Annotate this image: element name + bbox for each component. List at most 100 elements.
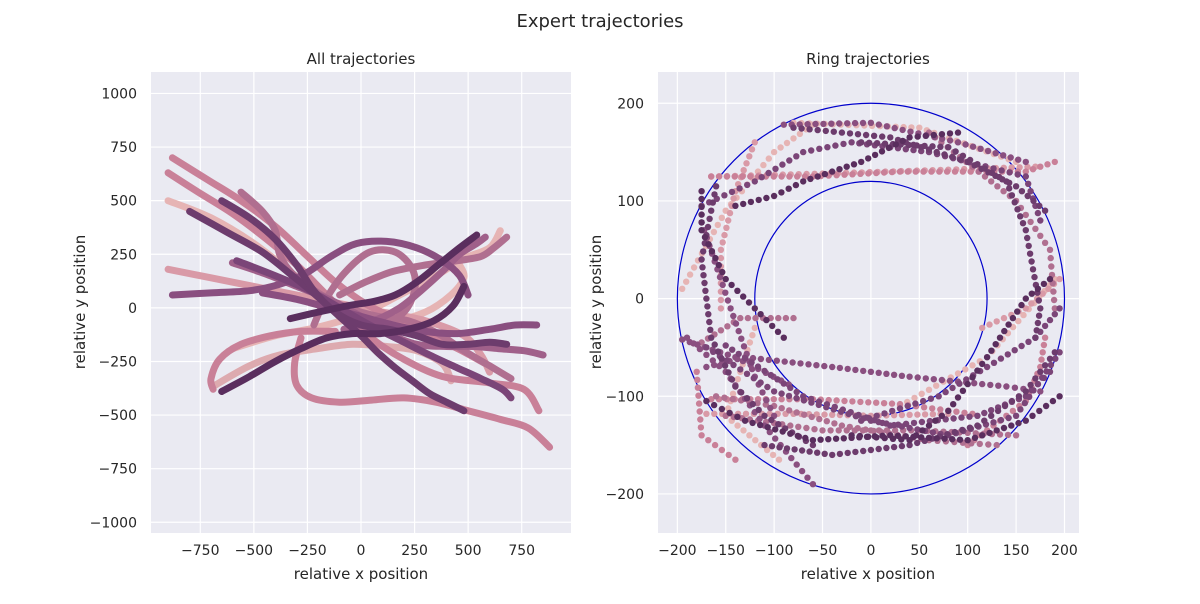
trajectory-point: [1037, 368, 1044, 375]
trajectory-point: [896, 405, 904, 412]
trajectory-point: [779, 428, 786, 435]
trajectory-point: [1045, 285, 1052, 292]
trajectory-point: [906, 373, 913, 380]
trajectory-point: [780, 334, 787, 341]
trajectory-point: [1036, 407, 1043, 415]
trajectory-point: [832, 435, 840, 442]
trajectory-point: [833, 397, 840, 404]
trajectory-point: [873, 399, 880, 406]
right-y-tick-label: −100: [606, 389, 644, 405]
trajectory-point: [896, 168, 904, 175]
trajectory-point: [734, 376, 741, 383]
trajectory-point: [734, 413, 741, 420]
trajectory-point: [765, 169, 772, 177]
trajectory-point: [695, 400, 703, 407]
trajectory-point: [848, 139, 855, 146]
trajectory-point: [873, 412, 880, 419]
trajectory-point: [1014, 171, 1021, 178]
trajectory-point: [846, 423, 853, 431]
trajectory-point: [749, 332, 756, 339]
trajectory-point: [904, 168, 911, 175]
trajectory-point: [746, 153, 753, 160]
trajectory-point: [708, 396, 715, 403]
trajectory-point: [1044, 161, 1051, 168]
trajectory-point: [814, 449, 821, 456]
trajectory-point: [1056, 349, 1063, 356]
trajectory-point: [907, 128, 914, 135]
trajectory-point: [961, 409, 968, 416]
trajectory-point: [1025, 242, 1032, 250]
trajectory-point: [1022, 158, 1029, 166]
trajectory-point: [815, 401, 822, 409]
trajectory-point: [794, 432, 801, 440]
trajectory-point: [873, 434, 880, 441]
trajectory-point: [898, 372, 906, 379]
trajectory-point: [703, 351, 710, 358]
trajectory-point: [867, 446, 875, 454]
trajectory-point: [740, 427, 747, 434]
trajectory-point: [729, 390, 737, 397]
trajectory-point: [1042, 402, 1050, 410]
trajectory-point: [1017, 406, 1024, 413]
trajectory-point: [1009, 407, 1017, 415]
trajectory-point: [883, 420, 890, 427]
trajectory-point: [922, 132, 929, 139]
left-x-tick-labels: −750 −500 −250 0 250 500 750: [181, 543, 535, 559]
trajectory-point: [951, 168, 959, 175]
trajectory-point: [740, 343, 748, 350]
trajectory-point: [1040, 280, 1048, 288]
trajectory-point: [724, 323, 731, 330]
right-y-tick-label: 100: [617, 194, 644, 210]
trajectory-point: [844, 120, 851, 127]
right-x-tick-label: 100: [954, 543, 981, 559]
trajectory-point: [992, 150, 999, 157]
trajectory-point: [880, 169, 888, 176]
trajectory-point: [860, 367, 867, 375]
trajectory-point: [757, 421, 764, 429]
trajectory-point: [724, 351, 731, 358]
trajectory-point: [988, 169, 996, 176]
trajectory-point: [809, 481, 817, 488]
trajectory-point: [742, 410, 750, 417]
trajectory-point: [996, 173, 1003, 181]
trajectory-point: [705, 437, 712, 444]
trajectory-point: [808, 399, 815, 406]
trajectory-point: [993, 441, 1000, 449]
trajectory-point: [798, 467, 806, 475]
trajectory-point: [805, 361, 812, 368]
trajectory-point: [852, 413, 860, 420]
trajectory-point: [804, 121, 811, 128]
trajectory-point: [761, 441, 768, 449]
trajectory-point: [701, 234, 709, 241]
trajectory-point: [821, 450, 828, 457]
trajectory-point: [1014, 308, 1021, 315]
trajectory-point: [809, 441, 817, 449]
trajectory-point: [912, 168, 919, 175]
trajectory-point: [773, 357, 780, 364]
trajectory-point: [1049, 397, 1057, 405]
trajectory-point: [848, 432, 855, 439]
trajectory-point: [1037, 163, 1044, 170]
trajectory-point: [707, 326, 714, 333]
trajectory-point: [865, 399, 872, 406]
trajectory-point: [911, 394, 918, 402]
trajectory-point: [715, 261, 722, 269]
trajectory-point: [941, 435, 948, 442]
trajectory-point: [836, 450, 844, 458]
trajectory-point: [875, 121, 882, 128]
trajectory-point: [1050, 296, 1058, 304]
trajectory-point: [919, 427, 926, 434]
trajectory-point: [783, 139, 791, 147]
trajectory-point: [757, 311, 764, 318]
trajectory-point: [1029, 166, 1037, 173]
trajectory-point: [946, 137, 954, 144]
trajectory-point: [1018, 342, 1025, 350]
trajectory-point: [1031, 273, 1038, 281]
trajectory-point: [1015, 156, 1022, 163]
trajectory-point: [697, 424, 705, 431]
trajectory-point: [1035, 297, 1043, 304]
trajectory-point: [993, 427, 1000, 434]
trajectory-point: [904, 402, 911, 410]
trajectory-point: [754, 363, 762, 370]
